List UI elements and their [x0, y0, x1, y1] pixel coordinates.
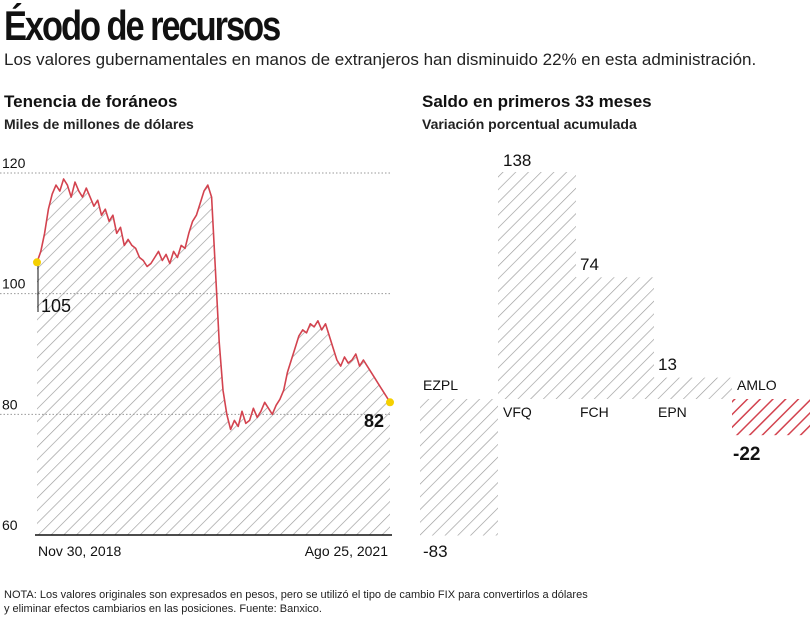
area-fill [37, 179, 390, 535]
category-label-vfq: VFQ [503, 404, 532, 420]
category-label-fch: FCH [580, 404, 609, 420]
value-label-fch: 74 [580, 255, 599, 274]
holdings-series-line [36, 178, 391, 431]
footnote: NOTA: Los valores originales son expresa… [4, 588, 804, 616]
bar-ezpl [420, 399, 498, 536]
page-subtitle: Los valores gubernamentales en manos de … [4, 50, 757, 69]
start-point [33, 258, 41, 267]
category-label-epn: EPN [658, 404, 687, 420]
x-start-label: Nov 30, 2018 [38, 543, 121, 559]
end-point [386, 398, 394, 407]
bar-vfq [498, 172, 576, 399]
holdings-line-chart: 60 80 100 120 105 82 Nov 30, 2018 Ago 25, 2021 [0, 155, 394, 559]
footnote-line-2: y eliminar efectos cambiarios en las pos… [4, 603, 322, 615]
end-value-label: 82 [364, 411, 384, 431]
y-tick-label: 60 [2, 517, 18, 533]
category-label-amlo: AMLO [737, 377, 777, 393]
bar-epn [654, 377, 732, 399]
y-tick-label: 100 [2, 276, 26, 292]
footnote-line-1: NOTA: Los valores originales son expresa… [4, 589, 588, 601]
line-chart-subtitle: Miles de millones de dólares [4, 116, 194, 132]
value-label-amlo: -22 [733, 444, 760, 465]
balance-bar-chart: EZPL -83 VFQ 138 FCH 74 EPN 13 AMLO -22 [420, 151, 810, 561]
x-end-label: Ago 25, 2021 [305, 543, 389, 559]
bar-fch [576, 277, 654, 399]
value-label-epn: 13 [658, 355, 677, 374]
value-label-ezpl: -83 [423, 542, 448, 561]
y-tick-label: 120 [2, 155, 26, 171]
start-value-label: 105 [41, 296, 71, 316]
value-label-vfq: 138 [503, 151, 531, 170]
page-title: Éxodo de recursos [4, 2, 281, 49]
bar-chart-subtitle: Variación porcentual acumulada [422, 116, 637, 132]
category-label-ezpl: EZPL [423, 377, 458, 393]
bar-amlo [732, 399, 810, 436]
y-tick-label: 80 [2, 396, 18, 412]
bar-chart-title: Saldo en primeros 33 meses [422, 92, 652, 111]
line-chart-title: Tenencia de foráneos [4, 92, 178, 111]
